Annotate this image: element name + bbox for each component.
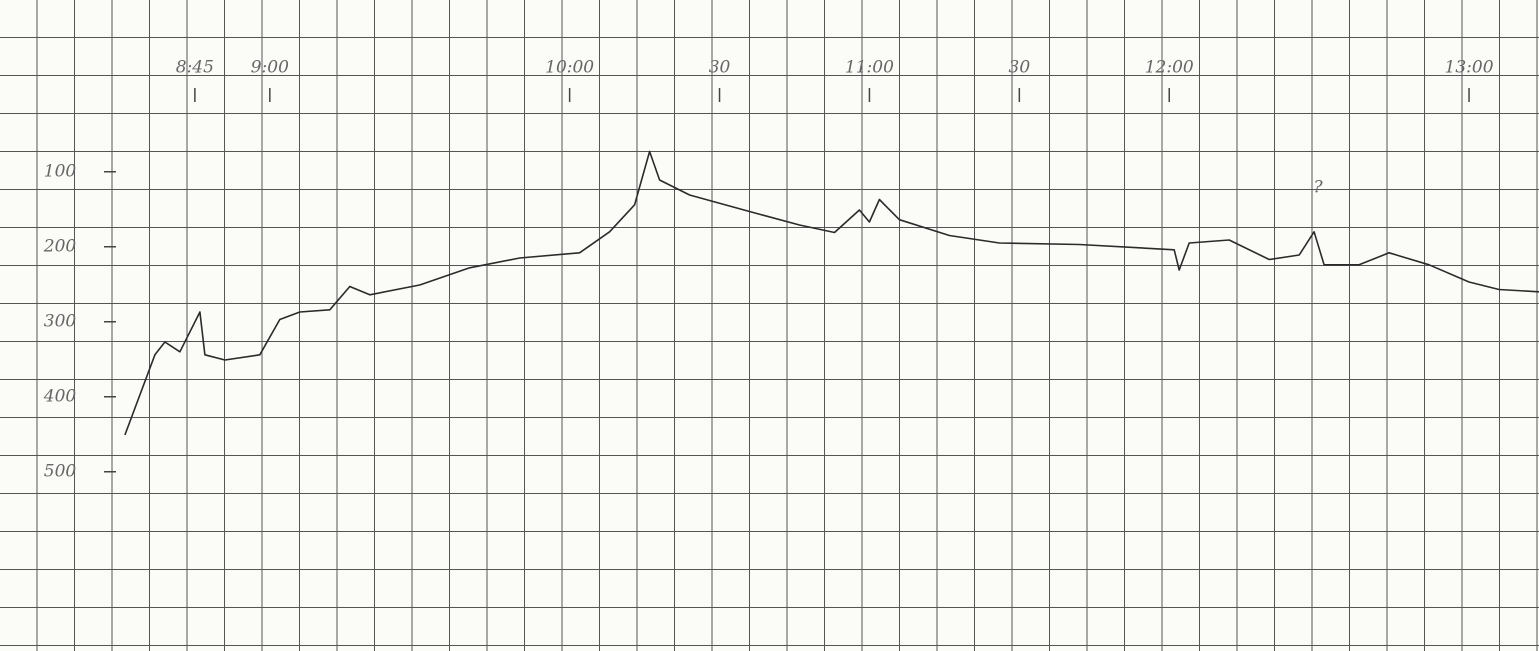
- line: [124, 150, 1539, 436]
- x-tick-label: 10:00: [545, 58, 594, 78]
- y-tick-label: 400: [43, 386, 77, 406]
- annotation: ?: [1313, 178, 1323, 198]
- x-tick-label: 11:00: [845, 58, 894, 78]
- y-tick-label: 500: [44, 461, 77, 481]
- x-tick-label: 12:00: [1145, 58, 1194, 78]
- x-tick-label: 30: [709, 58, 731, 78]
- x-tick-label: 13:00: [1445, 58, 1494, 78]
- y-tick-label: 100: [44, 161, 77, 181]
- x-tick-label: 30: [1009, 58, 1031, 78]
- x-tick-label: 9:00: [251, 58, 289, 78]
- y-tick-label: 200: [43, 236, 77, 256]
- y-tick-label: 300: [44, 311, 77, 331]
- x-tick-label: 8:45: [176, 58, 214, 78]
